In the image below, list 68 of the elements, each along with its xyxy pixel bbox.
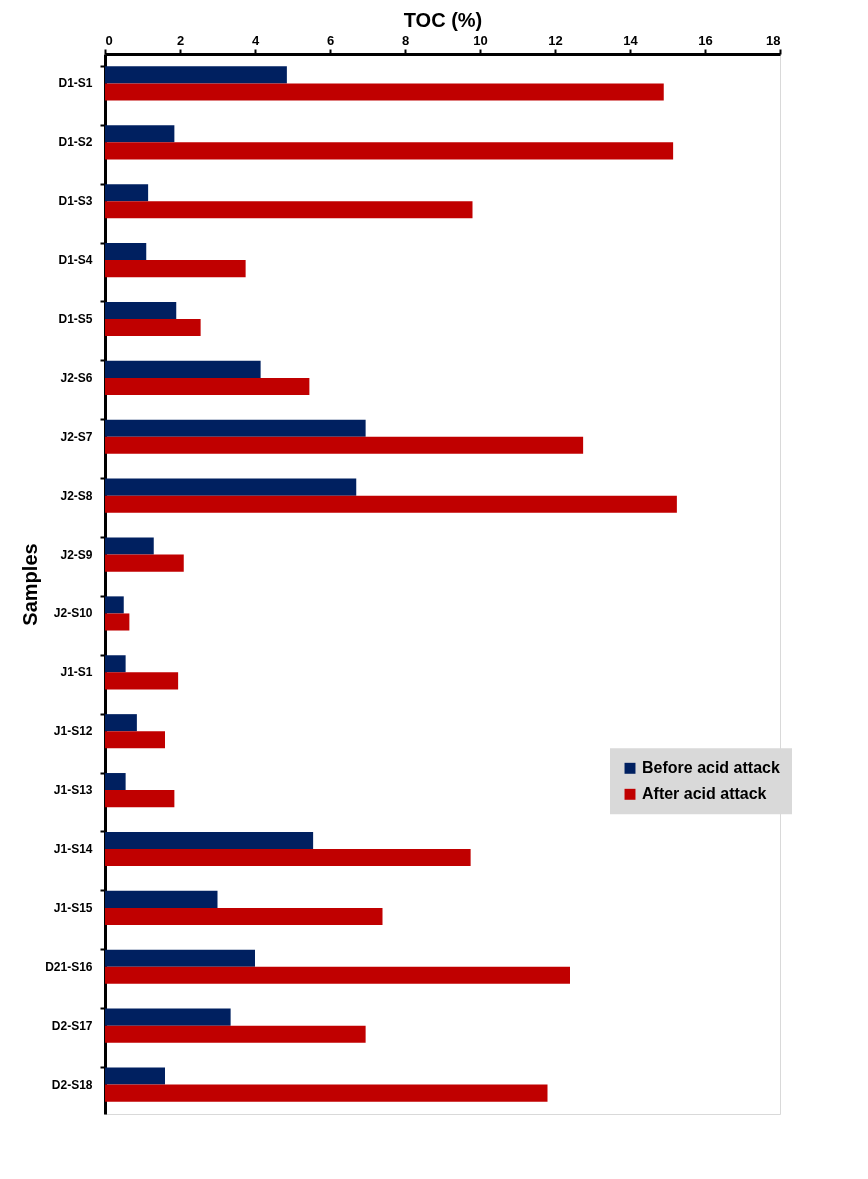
y-tick-label: D1-S4: [58, 253, 93, 268]
bar: [105, 243, 147, 261]
bar: [105, 1008, 231, 1026]
y-tick-label: J1-S15: [53, 900, 93, 915]
y-tick-label: D1-S5: [58, 312, 93, 326]
bar: [105, 1025, 366, 1043]
y-tick-label: J2-S8: [60, 488, 93, 503]
bar: [105, 554, 184, 572]
bar: [105, 790, 175, 808]
legend-label: After acid attack: [642, 785, 767, 803]
bar: [105, 201, 473, 219]
x-tick-label: 4: [251, 32, 260, 48]
bar: [105, 419, 366, 437]
bar: [105, 184, 149, 202]
y-tick-label: J2-S9: [60, 547, 93, 562]
x-tick-label: 6: [326, 32, 335, 48]
bar: [105, 831, 314, 849]
bar: [105, 478, 357, 496]
x-tick-label: 2: [176, 32, 185, 48]
bar: [105, 672, 179, 690]
bar: [105, 360, 261, 378]
x-tick-label: 0: [105, 32, 113, 48]
bar: [105, 655, 126, 673]
bar: [105, 537, 154, 555]
y-tick-label: D1-S3: [58, 194, 93, 209]
bar: [105, 301, 177, 319]
bar: [105, 1084, 548, 1102]
bar: [105, 966, 570, 984]
bar: [105, 849, 471, 867]
bar: [105, 1067, 165, 1085]
y-tick-label: J1-S13: [53, 783, 93, 798]
x-axis-title: TOC (%): [403, 8, 483, 31]
bar: [105, 125, 175, 143]
bar: [105, 773, 126, 791]
bar: [105, 319, 201, 337]
x-tick-label: 16: [698, 32, 713, 48]
bar: [105, 83, 664, 101]
y-tick-label: J2-S7: [60, 429, 93, 444]
y-tick-label: D2-S18: [51, 1077, 93, 1092]
y-tick-label: J1-S1: [60, 665, 93, 680]
bar: [105, 731, 165, 749]
y-tick-label: D1-S2: [58, 135, 93, 150]
y-tick-label: D21-S16: [45, 959, 93, 974]
bar: [105, 596, 124, 614]
y-tick-label: J2-S10: [53, 606, 93, 621]
y-axis-title: Samples: [19, 543, 42, 626]
bar: [105, 714, 137, 732]
bar: [105, 142, 674, 160]
y-tick-label: D2-S17: [51, 1018, 93, 1033]
legend-label: Before acid attack: [642, 759, 780, 777]
bar: [105, 890, 218, 908]
bar: [105, 436, 584, 454]
bar: [105, 377, 310, 395]
y-tick-label: J2-S6: [60, 370, 93, 385]
bar: [105, 907, 383, 925]
bar: [105, 66, 287, 84]
bar: [105, 495, 677, 513]
bar: [105, 260, 246, 278]
x-tick-label: 10: [473, 32, 488, 48]
y-tick-label: J1-S14: [53, 842, 93, 856]
y-tick-label: J1-S12: [53, 724, 93, 739]
y-tick-label: D1-S1: [58, 76, 93, 91]
x-tick-label: 8: [401, 32, 410, 48]
bar: [105, 613, 130, 631]
x-tick-label: 12: [548, 32, 563, 48]
x-tick-label: 18: [766, 32, 781, 48]
x-tick-label: 14: [623, 32, 639, 48]
bar: [105, 949, 255, 967]
